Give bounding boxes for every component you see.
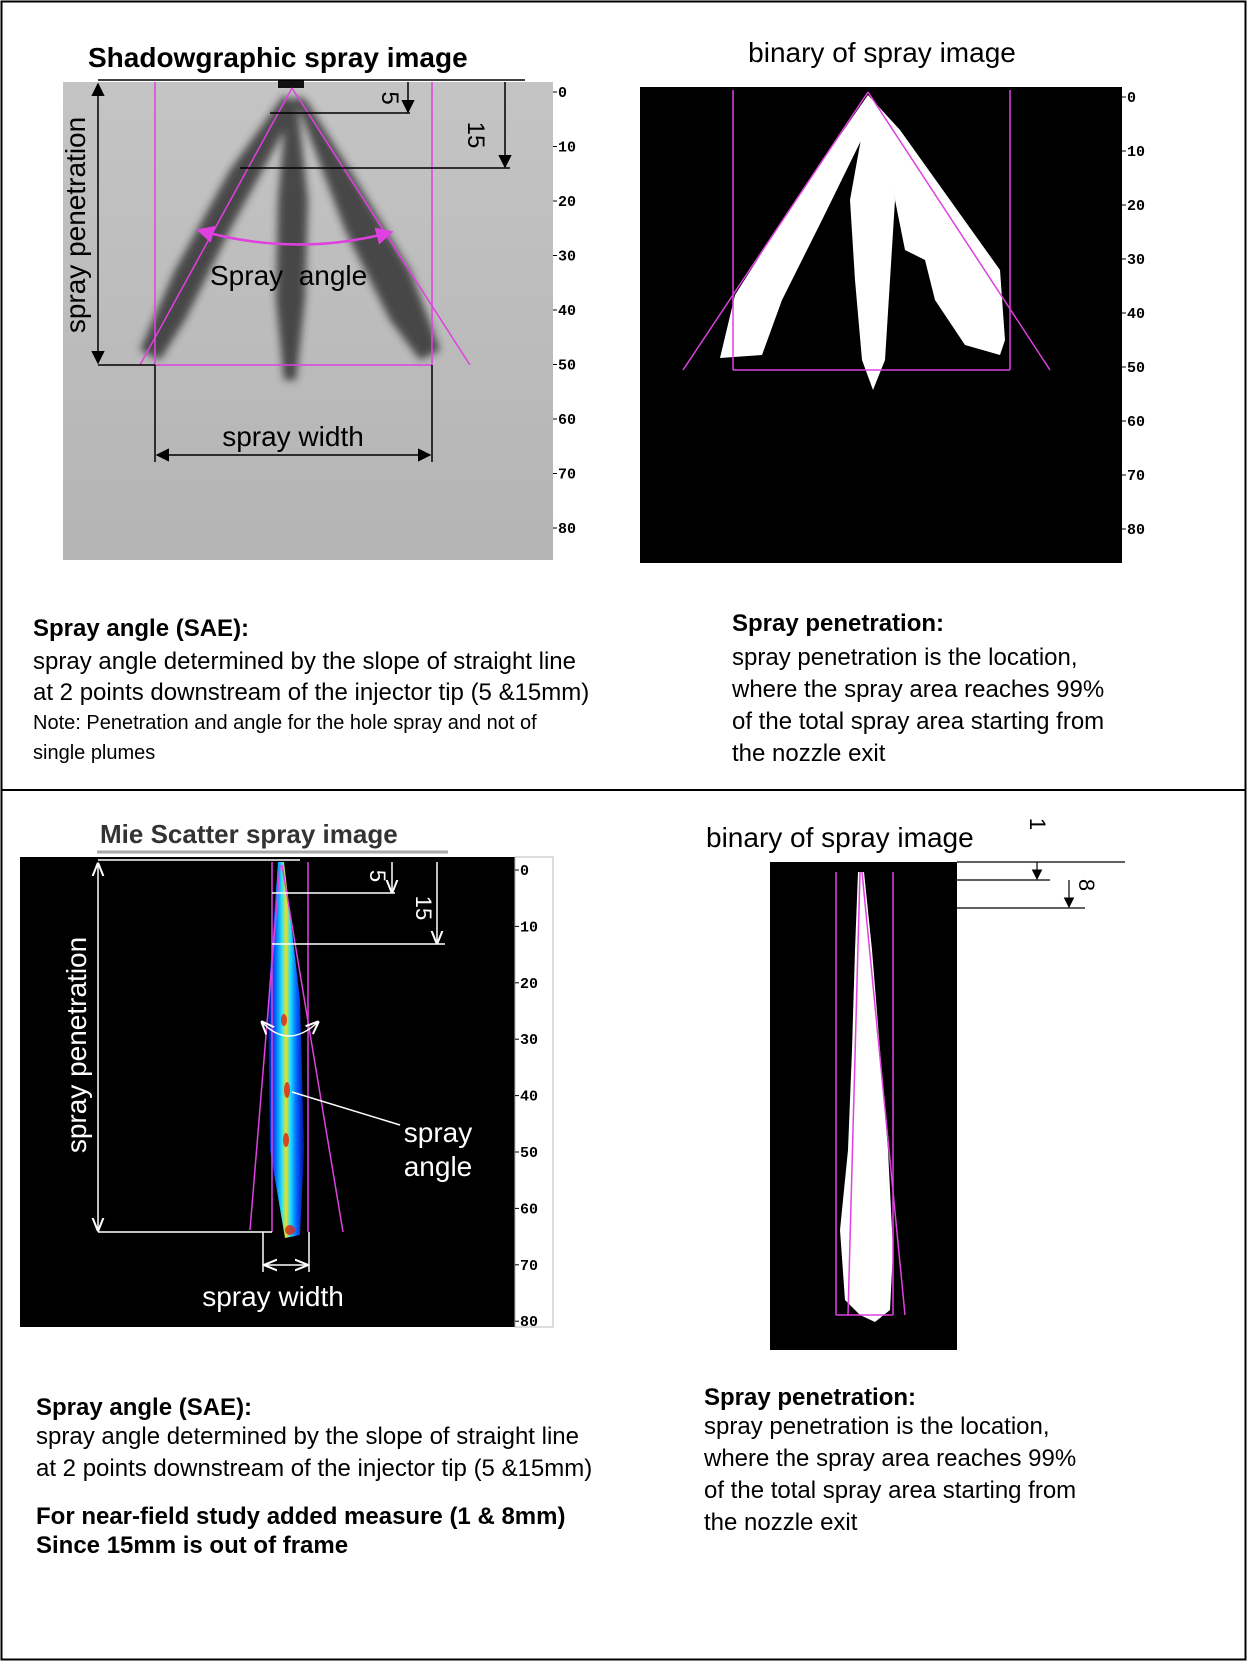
scale-label: 70 xyxy=(520,1258,538,1275)
penetration-label: spray penetration xyxy=(60,117,91,333)
angle-label: spray xyxy=(404,1117,472,1148)
angle-label: Spray angle xyxy=(210,260,367,291)
note-line: the nozzle exit xyxy=(704,1509,858,1536)
page: Shadowgraphic spray image 5 15 spray pen… xyxy=(0,0,1247,1661)
figure: Shadowgraphic spray image 5 15 spray pen… xyxy=(0,0,1247,1661)
scale-label: 70 xyxy=(558,467,576,484)
scale-label: 60 xyxy=(1127,414,1145,431)
scale-label: 40 xyxy=(558,303,576,320)
figure-title: binary of spray image xyxy=(706,822,974,853)
penetration-label: spray penetration xyxy=(61,937,92,1153)
scale-label: 50 xyxy=(520,1145,538,1162)
scale-label: 20 xyxy=(1127,198,1145,215)
dimension-label: 8 xyxy=(1074,879,1099,891)
dimension-label: 1 xyxy=(1025,818,1050,830)
scale-label: 0 xyxy=(520,863,529,880)
scale-label: 60 xyxy=(558,412,576,429)
note-small: single plumes xyxy=(33,742,155,764)
angle-label: angle xyxy=(404,1151,473,1182)
note-emphasis: For near-field study added measure (1 & … xyxy=(36,1503,565,1530)
note-heading: Spray angle (SAE): xyxy=(33,615,249,642)
scale-label: 70 xyxy=(1127,468,1145,485)
scale-label: 80 xyxy=(1127,522,1145,539)
shadowgraph-figure xyxy=(63,80,583,560)
binary-figure xyxy=(640,87,1157,563)
dimension-label: 15 xyxy=(462,122,489,149)
note-heading: Spray penetration: xyxy=(732,610,944,637)
note-line: where the spray area reaches 99% xyxy=(731,676,1104,703)
dimension-label: 5 xyxy=(365,870,390,882)
note-line: of the total spray area starting from xyxy=(704,1477,1076,1504)
note-small: Note: Penetration and angle for the hole… xyxy=(33,712,537,734)
scale-label: 40 xyxy=(1127,306,1145,323)
note-line: spray angle determined by the slope of s… xyxy=(33,648,576,675)
note-line: spray angle determined by the slope of s… xyxy=(36,1423,579,1450)
scale-label: 40 xyxy=(520,1089,538,1106)
note-line: where the spray area reaches 99% xyxy=(703,1445,1076,1472)
note-emphasis: Since 15mm is out of frame xyxy=(36,1532,348,1559)
mie-figure xyxy=(20,852,553,1327)
scale-label: 10 xyxy=(1127,144,1145,161)
note-line: of the total spray area starting from xyxy=(732,708,1104,735)
dimension-label: 5 xyxy=(376,91,403,104)
scale-label: 20 xyxy=(558,194,576,211)
note-line: spray penetration is the location, xyxy=(704,1413,1050,1440)
scale-label: 0 xyxy=(1127,90,1136,107)
scale-label: 60 xyxy=(520,1201,538,1218)
scale-label: 50 xyxy=(558,358,576,375)
scale-label: 30 xyxy=(520,1032,538,1049)
note-line: spray penetration is the location, xyxy=(732,644,1078,671)
note-line: the nozzle exit xyxy=(732,740,886,767)
width-label: spray width xyxy=(222,421,364,452)
scale-label: 80 xyxy=(558,521,576,538)
scale-label: 10 xyxy=(558,140,576,157)
scale-label: 30 xyxy=(1127,252,1145,269)
scale-label: 20 xyxy=(520,976,538,993)
figure-title: Shadowgraphic spray image xyxy=(88,42,468,73)
scale-label: 0 xyxy=(558,85,567,102)
figure-title: binary of spray image xyxy=(748,37,1016,68)
dimension-label: 15 xyxy=(411,896,436,920)
scale-label: 30 xyxy=(558,249,576,266)
note-heading: Spray angle (SAE): xyxy=(36,1394,252,1421)
scale-label: 50 xyxy=(1127,360,1145,377)
scale-label: 10 xyxy=(520,919,538,936)
width-label: spray width xyxy=(202,1281,344,1312)
figure-title: Mie Scatter spray image xyxy=(100,819,398,849)
binary-near-field-figure xyxy=(770,862,1125,1350)
note-line: at 2 points downstream of the injector t… xyxy=(33,679,589,706)
scale-label: 80 xyxy=(520,1314,538,1331)
note-line: at 2 points downstream of the injector t… xyxy=(36,1455,592,1482)
note-heading: Spray penetration: xyxy=(704,1384,916,1411)
